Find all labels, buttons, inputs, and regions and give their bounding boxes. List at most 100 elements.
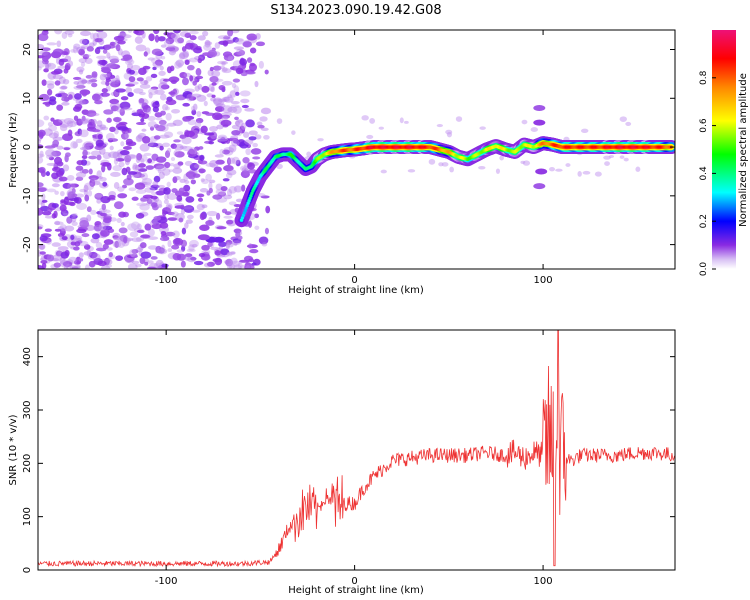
noise-point [40, 170, 46, 177]
noise-point [101, 126, 109, 131]
noise-point [130, 253, 138, 258]
noise-point [428, 158, 436, 165]
noise-point [258, 236, 269, 245]
noise-point [158, 82, 169, 91]
noise-point [245, 119, 255, 128]
noise-point [127, 62, 133, 70]
noise-point [38, 207, 44, 216]
noise-point [78, 252, 84, 258]
noise-point [167, 248, 173, 253]
noise-point [205, 219, 215, 226]
noise-point [164, 106, 170, 111]
noise-point [246, 33, 258, 41]
noise-point [179, 178, 186, 183]
noise-point [48, 125, 58, 132]
noise-point [155, 124, 166, 132]
noise-point [173, 143, 184, 151]
noise-point [39, 150, 44, 158]
noise-point [184, 222, 189, 229]
noise-point [162, 209, 167, 217]
noise-point [102, 225, 113, 231]
noise-point [201, 85, 210, 93]
noise-point [218, 65, 226, 70]
noise-point [202, 30, 209, 37]
snr-frame [37, 329, 676, 571]
noise-point [142, 65, 151, 70]
noise-point [179, 145, 188, 149]
noise-point [75, 98, 86, 105]
noise-point [38, 182, 44, 188]
noise-point [220, 248, 230, 256]
noise-point [115, 255, 124, 261]
noise-point [109, 102, 121, 110]
noise-point [95, 30, 104, 33]
noise-point [196, 75, 203, 79]
noise-point [235, 91, 240, 96]
noise-point [113, 181, 120, 190]
noise-point [81, 54, 91, 58]
noise-point [59, 224, 67, 232]
noise-point [109, 126, 116, 133]
noise-point [122, 146, 132, 151]
noise-point [102, 73, 112, 78]
noise-point [104, 44, 111, 51]
noise-point [72, 246, 80, 251]
noise-point [38, 119, 45, 128]
noise-point [254, 80, 259, 88]
noise-point [118, 227, 128, 234]
noise-point [40, 47, 51, 52]
noise-point [92, 134, 100, 142]
noise-point [143, 152, 152, 157]
noise-point [172, 237, 184, 246]
noise-point [101, 164, 106, 173]
noise-point [125, 154, 136, 159]
noise-point [241, 184, 246, 192]
noise-point [154, 59, 164, 66]
noise-point [83, 145, 90, 151]
y-tick-label: 10 [22, 92, 33, 105]
noise-point [170, 143, 177, 149]
noise-point [80, 46, 86, 51]
noise-point [174, 60, 182, 69]
noise-point [100, 229, 110, 237]
noise-point [145, 76, 153, 82]
noise-point [252, 156, 261, 160]
noise-point [73, 115, 79, 121]
noise-point [151, 48, 163, 56]
colorbar-tick-label: 0.6 [699, 118, 709, 133]
noise-point [141, 102, 148, 110]
noise-point [81, 169, 89, 174]
noise-point [128, 154, 137, 160]
noise-point [52, 74, 64, 80]
y-tick-label: 400 [22, 347, 33, 366]
noise-point [136, 109, 144, 114]
noise-point [257, 124, 265, 129]
noise-point [68, 197, 78, 202]
noise-point [249, 249, 259, 254]
noise-point [112, 235, 119, 239]
noise-point [151, 202, 158, 208]
noise-point [208, 181, 213, 190]
noise-point [83, 53, 89, 60]
noise-point [255, 41, 266, 47]
noise-point [150, 86, 159, 90]
noise-point [117, 186, 125, 192]
noise-point [83, 251, 93, 256]
noise-point [223, 36, 231, 40]
noise-point [67, 33, 73, 38]
noise-point [380, 169, 387, 174]
noise-point [176, 131, 184, 135]
noise-point [159, 236, 170, 242]
noise-point [479, 126, 486, 130]
noise-point [153, 163, 165, 170]
noise-point [246, 244, 258, 249]
noise-point [113, 235, 123, 241]
noise-point [154, 34, 160, 43]
noise-point [127, 263, 138, 269]
noise-point [86, 214, 92, 222]
noise-point [99, 73, 107, 81]
noise-point [114, 240, 120, 248]
noise-point [209, 66, 214, 72]
noise-point [166, 122, 177, 127]
noise-point [136, 134, 144, 142]
